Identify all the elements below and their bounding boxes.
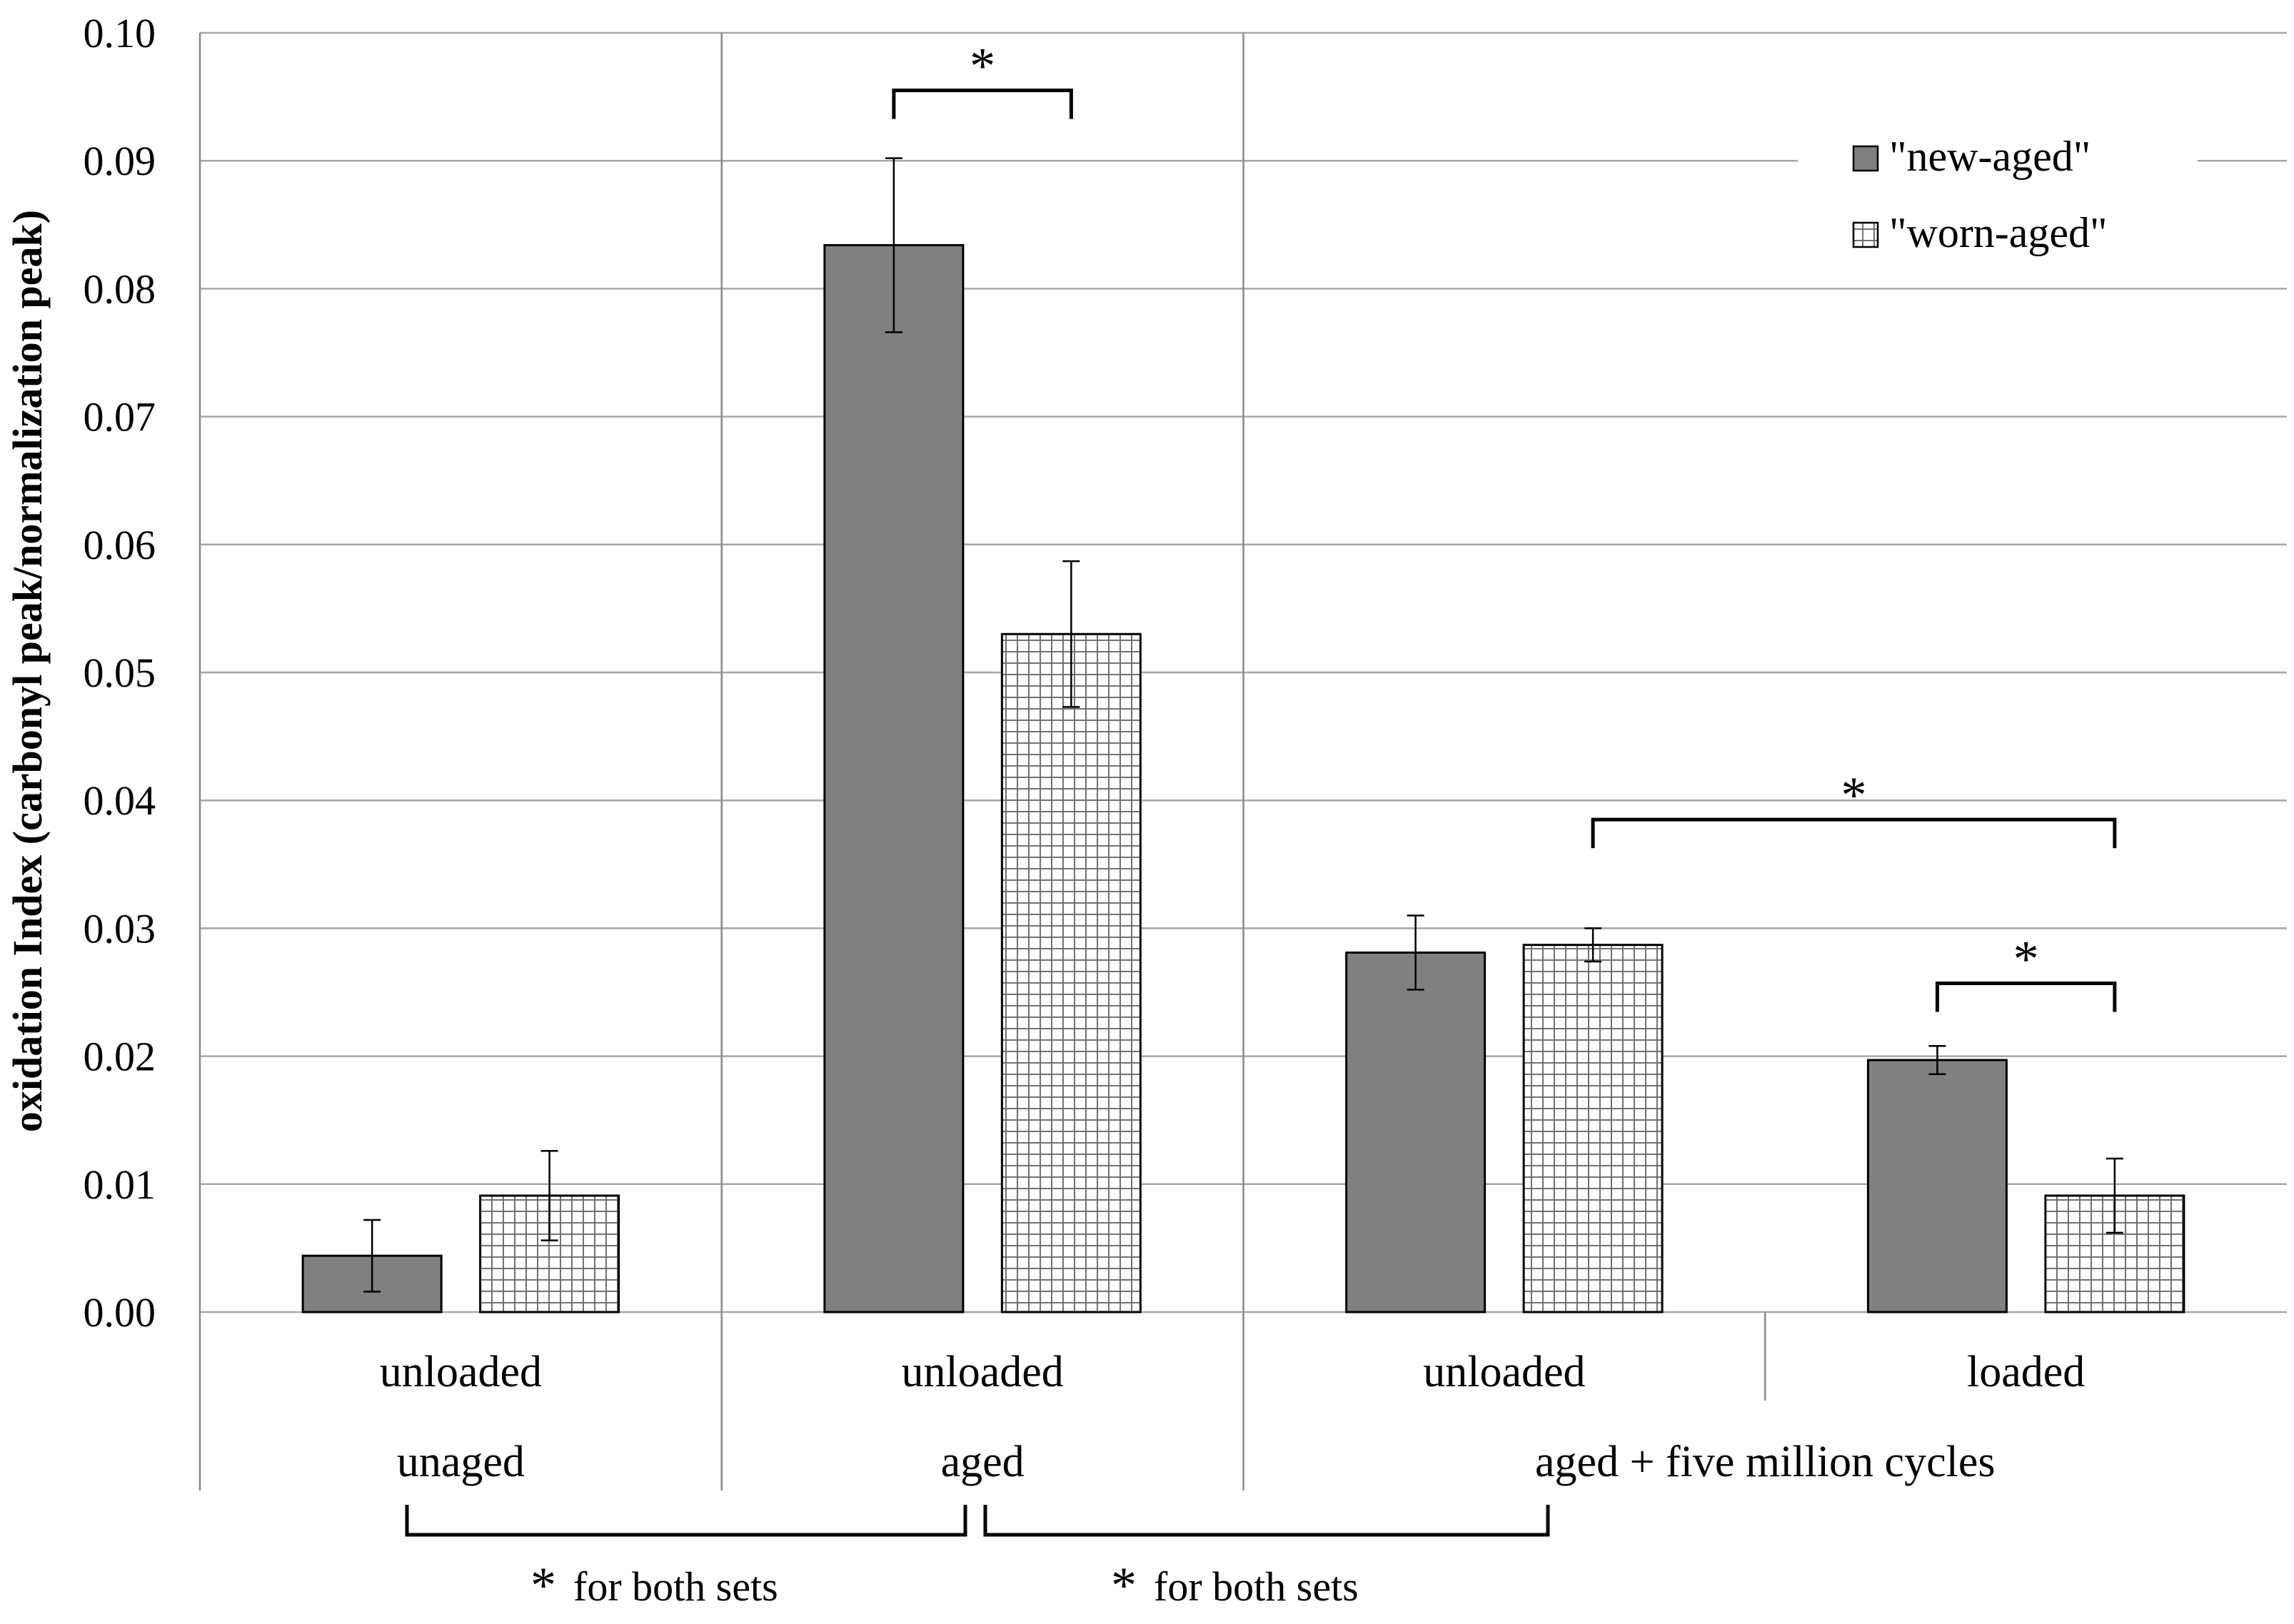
y-tick-label: 0.02 <box>84 1034 156 1080</box>
category-label: unloaded <box>380 1348 542 1396</box>
bracket-line <box>892 89 1073 119</box>
y-axis-label: oxidation Index (carbonyl peak/normaliza… <box>4 210 51 1132</box>
y-tick-label: 0.09 <box>84 138 156 184</box>
group-note: * for both sets <box>405 1505 967 1614</box>
error-bar <box>1062 560 1080 708</box>
category-label: unloaded <box>901 1348 1063 1396</box>
significance-star: * <box>2013 930 2039 987</box>
bar-worn-aged <box>1522 944 1664 1313</box>
significance-star: * <box>970 38 995 95</box>
note-text: for both sets <box>1154 1563 1359 1610</box>
significance-bracket: * <box>1935 930 2117 1012</box>
bar-worn-aged <box>1000 632 1142 1313</box>
significance-brackets: * * * <box>892 38 2117 1012</box>
y-tick-label: 0.08 <box>84 266 156 312</box>
error-bar <box>363 1219 381 1293</box>
bar-new-aged <box>823 243 965 1313</box>
category-dividers <box>198 33 1766 1491</box>
group-label: aged + five million cycles <box>1535 1438 1995 1486</box>
group-label: unaged <box>397 1438 525 1486</box>
bars <box>301 243 2185 1313</box>
y-tick-labels: 0.00 0.01 0.02 0.03 0.04 0.05 0.06 0.07 0.08 0.09… <box>84 10 156 1336</box>
error-bar <box>540 1149 558 1241</box>
legend-label: "worn-aged" <box>1889 209 2108 256</box>
y-tick-label: 0.10 <box>84 10 156 56</box>
significance-bracket: * <box>892 38 1073 119</box>
y-tick-label: 0.01 <box>84 1161 156 1208</box>
y-tick-label: 0.04 <box>84 777 156 824</box>
note-star: * <box>1111 1557 1137 1614</box>
group-notes: * for both sets * for both sets <box>405 1505 1550 1614</box>
legend-label: "new-aged" <box>1889 133 2091 180</box>
category-labels: unloaded unloaded unloaded loaded unaged aged… <box>380 1348 2086 1486</box>
note-bracket <box>983 1505 1550 1537</box>
legend-swatch <box>1852 221 1879 248</box>
error-bar <box>1407 914 1424 991</box>
error-bar <box>885 157 902 333</box>
note-text: for both sets <box>573 1563 778 1610</box>
bar-new-aged <box>1345 951 1486 1313</box>
category-label: unloaded <box>1423 1348 1585 1396</box>
legend: "new-aged" "worn-aged" <box>1798 128 2198 278</box>
legend-swatch <box>1852 145 1879 172</box>
significance-bracket: * <box>1591 767 2117 849</box>
y-tick-label: 0.05 <box>84 650 156 696</box>
error-bar <box>1584 927 1602 963</box>
y-tick-label: 0.00 <box>84 1289 156 1336</box>
y-tick-label: 0.06 <box>84 522 156 568</box>
error-bars <box>363 157 2123 1293</box>
significance-star: * <box>1841 767 1866 824</box>
bracket-line <box>1591 817 2117 849</box>
y-tick-label: 0.03 <box>84 905 156 952</box>
note-star: * <box>530 1557 556 1614</box>
bracket-line <box>1935 981 2117 1012</box>
error-bar <box>1928 1045 1946 1075</box>
note-bracket <box>405 1505 967 1537</box>
group-note: * for both sets <box>983 1505 1550 1614</box>
category-label: loaded <box>1967 1348 2085 1396</box>
y-tick-label: 0.07 <box>84 394 156 440</box>
bar-new-aged <box>1866 1059 2008 1313</box>
group-label: aged <box>941 1438 1025 1486</box>
error-bar <box>2106 1157 2123 1234</box>
